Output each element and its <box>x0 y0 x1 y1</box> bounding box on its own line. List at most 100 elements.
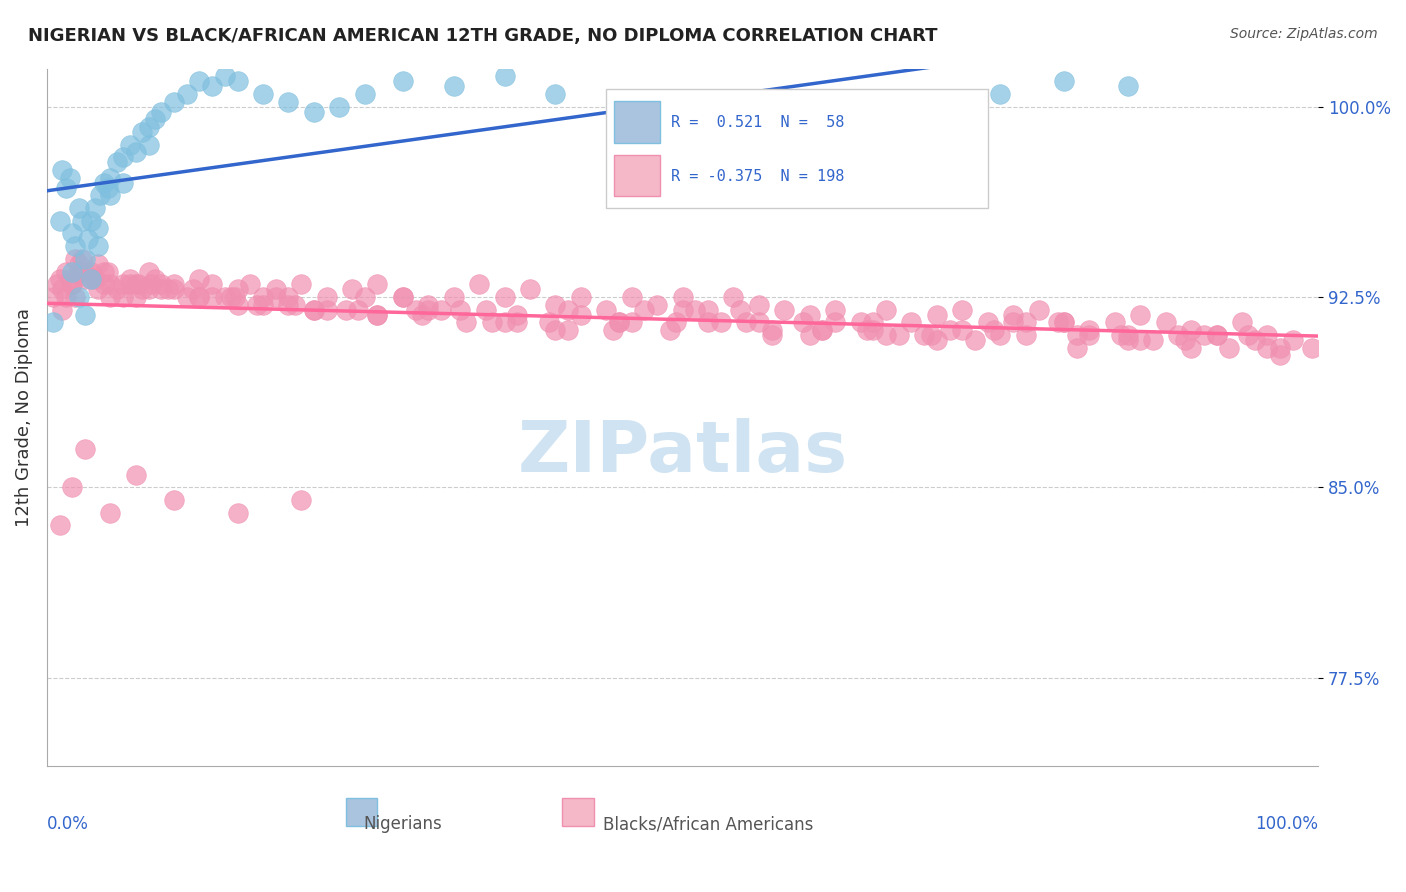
Point <box>849 315 872 329</box>
Point <box>602 323 624 337</box>
Point <box>226 74 249 88</box>
Point <box>392 290 415 304</box>
Point <box>214 69 236 83</box>
Point <box>494 69 516 83</box>
Point <box>118 277 141 292</box>
Point <box>1046 315 1069 329</box>
Point <box>55 264 77 278</box>
Point <box>633 302 655 317</box>
Point <box>353 87 375 101</box>
Point <box>51 163 73 178</box>
Point <box>138 137 160 152</box>
Point <box>1282 333 1305 347</box>
Point <box>73 252 96 266</box>
Point <box>139 277 162 292</box>
Point <box>710 315 733 329</box>
Point <box>443 79 465 94</box>
Y-axis label: 12th Grade, No Diploma: 12th Grade, No Diploma <box>15 308 32 527</box>
Point <box>1243 333 1265 347</box>
Point <box>1268 348 1291 362</box>
Point <box>1256 328 1278 343</box>
Point <box>990 87 1012 101</box>
Point <box>418 297 440 311</box>
Point <box>645 297 668 311</box>
Point <box>1002 308 1025 322</box>
Point <box>143 272 166 286</box>
Point <box>59 170 82 185</box>
Point <box>176 87 198 101</box>
Point <box>60 264 83 278</box>
Point <box>723 290 745 304</box>
Point <box>93 176 115 190</box>
Point <box>697 315 720 329</box>
Point <box>353 290 375 304</box>
Point <box>181 282 204 296</box>
Point <box>1028 302 1050 317</box>
Point <box>1078 328 1101 343</box>
Point <box>1053 315 1076 329</box>
Point <box>73 264 96 278</box>
Point <box>977 315 1000 329</box>
Point <box>246 297 269 311</box>
Point <box>277 95 299 109</box>
Point <box>302 302 325 317</box>
Point <box>112 277 135 292</box>
Point <box>1268 341 1291 355</box>
Point <box>456 315 478 329</box>
Point <box>97 181 120 195</box>
Point <box>862 323 884 337</box>
Point <box>252 87 274 101</box>
Point <box>405 302 427 317</box>
Point <box>60 277 83 292</box>
Point <box>201 277 224 292</box>
Point <box>671 290 693 304</box>
Point <box>1015 328 1038 343</box>
Point <box>569 308 592 322</box>
Point <box>302 104 325 119</box>
Point <box>811 323 834 337</box>
Point <box>347 302 370 317</box>
Point <box>252 290 274 304</box>
Point <box>87 257 110 271</box>
Point <box>728 302 751 317</box>
Point <box>48 518 70 533</box>
Point <box>188 272 211 286</box>
Point <box>557 302 579 317</box>
Point <box>735 315 758 329</box>
Point <box>112 176 135 190</box>
Point <box>824 315 846 329</box>
Point <box>1205 328 1227 343</box>
Point <box>315 290 337 304</box>
Point <box>105 282 128 296</box>
Point <box>1053 74 1076 88</box>
Point <box>925 333 948 347</box>
Point <box>1237 328 1260 343</box>
Point <box>290 492 312 507</box>
Point <box>163 282 186 296</box>
Text: Blacks/African Americans: Blacks/African Americans <box>603 815 813 833</box>
Point <box>264 290 287 304</box>
Point <box>506 308 529 322</box>
Point <box>1174 333 1197 347</box>
Point <box>1015 315 1038 329</box>
Point <box>607 315 630 329</box>
Point <box>80 213 103 227</box>
Point <box>224 290 246 304</box>
Point <box>143 112 166 127</box>
Point <box>799 95 821 109</box>
Point <box>875 328 897 343</box>
Point <box>176 290 198 304</box>
Point <box>761 323 783 337</box>
Point <box>735 104 758 119</box>
Point <box>875 302 897 317</box>
Point <box>188 290 211 304</box>
Point <box>1116 79 1139 94</box>
Point <box>494 290 516 304</box>
Point <box>557 323 579 337</box>
Point <box>792 315 814 329</box>
Point <box>366 277 388 292</box>
Point <box>163 492 186 507</box>
Point <box>1180 323 1202 337</box>
Point <box>55 290 77 304</box>
Point <box>156 282 179 296</box>
